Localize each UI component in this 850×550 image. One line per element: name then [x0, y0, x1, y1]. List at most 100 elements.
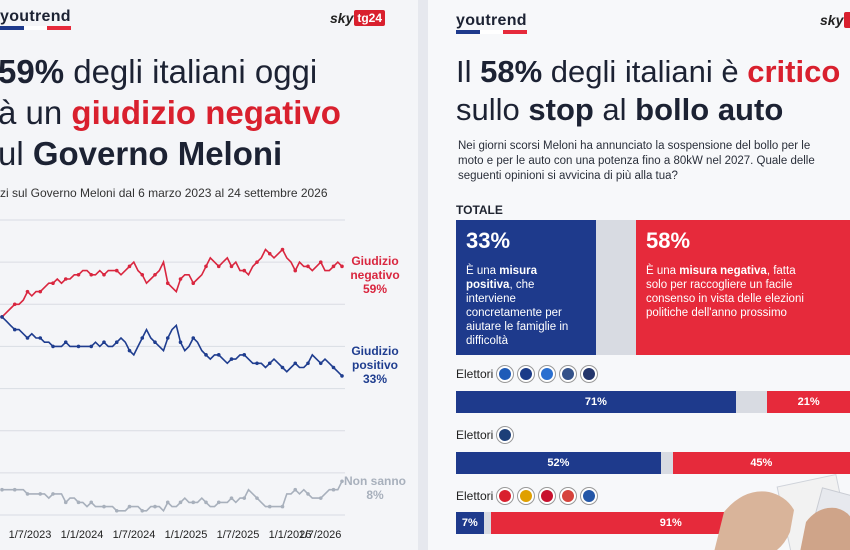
- youtrend-logo-text: youtrend: [456, 12, 527, 29]
- series-point: [153, 272, 157, 277]
- series-point: [204, 264, 208, 269]
- series-point: [255, 260, 259, 264]
- party-logo-icon: [538, 487, 557, 505]
- series-point: [191, 336, 196, 340]
- headline-highlight: giudizio negativo: [71, 94, 341, 131]
- series-point: [153, 504, 157, 509]
- headline-text: à un: [0, 94, 72, 131]
- series-point: [306, 492, 310, 496]
- series-point: [331, 365, 336, 370]
- series-point: [25, 289, 30, 294]
- series-point: [178, 340, 183, 345]
- series-point: [216, 500, 221, 505]
- party-logo-icon: [517, 365, 536, 383]
- bar-segment-positive: 71%: [456, 391, 736, 413]
- series-point: [0, 487, 4, 492]
- series-final-value: 8%: [366, 488, 384, 502]
- series-point: [318, 260, 323, 264]
- series-point: [165, 500, 170, 505]
- series-point: [63, 500, 68, 505]
- panel-divider: [418, 0, 428, 550]
- party-logo-icon: [517, 487, 536, 505]
- series-labels: Giudizionegativo59%Giudiziopositivo33%No…: [344, 254, 406, 502]
- bar-segment-negative: 21%: [767, 391, 850, 413]
- series-point: [114, 340, 119, 345]
- series-point: [293, 487, 298, 492]
- survey-question: Nei giorni scorsi Meloni ha annunciato l…: [458, 140, 815, 182]
- headline-text: sullo: [456, 92, 529, 127]
- series-name-label: Giudizio: [351, 254, 398, 268]
- series-point: [38, 289, 43, 294]
- series-point: [12, 487, 17, 492]
- series-point: [191, 500, 196, 505]
- negative-text-a: È una: [646, 265, 680, 277]
- series-point: [63, 277, 68, 281]
- series-point: [12, 302, 17, 307]
- bar-segment-positive: 52%: [456, 452, 661, 474]
- x-tick-label: 1/1/2025: [165, 529, 208, 541]
- series-point: [89, 344, 94, 349]
- bar-segment-neutral: [483, 512, 492, 534]
- series-point: [102, 504, 106, 509]
- left-headline-line2: à un giudizio negativo: [0, 93, 341, 133]
- tg24-badge: [844, 12, 850, 28]
- series-line-2: [2, 480, 343, 513]
- series-point: [76, 344, 81, 349]
- series-point: [204, 353, 208, 357]
- group-label-row: Elettori: [456, 426, 515, 444]
- series-name-label: Non sanno: [344, 474, 406, 488]
- group-label: Elettori: [456, 367, 494, 381]
- positive-box: 33% È una misura positiva, che intervien…: [456, 220, 596, 355]
- party-logo-icon: [496, 365, 515, 383]
- chart-grid: [0, 219, 345, 516]
- series-point: [242, 353, 247, 357]
- headline-text: degli italiani oggi: [64, 53, 318, 90]
- headline-bold: Governo Meloni: [32, 135, 283, 172]
- series-point: [293, 361, 298, 366]
- series-point: [293, 268, 298, 273]
- series-line-1: [1, 316, 343, 377]
- sky-logo: sky: [820, 12, 850, 28]
- x-tick-label: 1/7/2026: [299, 529, 342, 541]
- series-point: [140, 336, 145, 340]
- series-point: [89, 500, 94, 505]
- headline-text: Il: [456, 54, 481, 89]
- totale-label: TOTALE: [456, 203, 503, 217]
- series-point: [280, 504, 285, 509]
- youtrend-logo: youtrend: [0, 8, 71, 30]
- party-logo-icon: [559, 365, 578, 383]
- series-point: [318, 496, 323, 500]
- group-bar: 52% 45%: [456, 452, 850, 474]
- headline-percent: 59%: [0, 53, 65, 90]
- series-line-0: [1, 248, 343, 318]
- series-point: [318, 361, 323, 366]
- series-point: [153, 340, 157, 345]
- party-logo-icon: [538, 365, 557, 383]
- series-point: [25, 492, 30, 496]
- series-point: [25, 336, 30, 340]
- positive-text-b: , che interviene concretamente per aiuta…: [466, 279, 569, 347]
- skytg24-logo: sky tg24: [330, 10, 386, 26]
- left-headline-line1: 59% degli italiani oggi: [0, 52, 317, 92]
- series-point: [140, 272, 145, 277]
- party-logo-icon: [559, 487, 578, 505]
- series-point: [165, 336, 170, 340]
- series-point: [306, 361, 310, 366]
- bar-segment-neutral: [735, 391, 768, 413]
- series-point: [89, 272, 94, 277]
- x-tick-label: 1/7/2023: [9, 529, 52, 541]
- series-final-value: 59%: [363, 282, 387, 296]
- series-point: [242, 268, 247, 273]
- x-axis-ticks: 1/7/2023 1/1/2024 1/7/2024 1/1/2025 1/7/2025…: [9, 529, 342, 541]
- series-point: [191, 281, 196, 286]
- positive-text: È una misura positiva, che interviene co…: [466, 264, 586, 348]
- negative-text: È una misura negativa, fatta solo per ra…: [646, 264, 816, 320]
- series-point: [51, 492, 55, 496]
- series-point: [76, 272, 81, 277]
- series-point: [280, 365, 285, 370]
- headline-percent: 58%: [480, 54, 543, 89]
- series-point: [114, 268, 119, 273]
- party-logo-icon: [496, 487, 515, 505]
- series-point: [0, 315, 4, 319]
- series-point: [216, 264, 221, 269]
